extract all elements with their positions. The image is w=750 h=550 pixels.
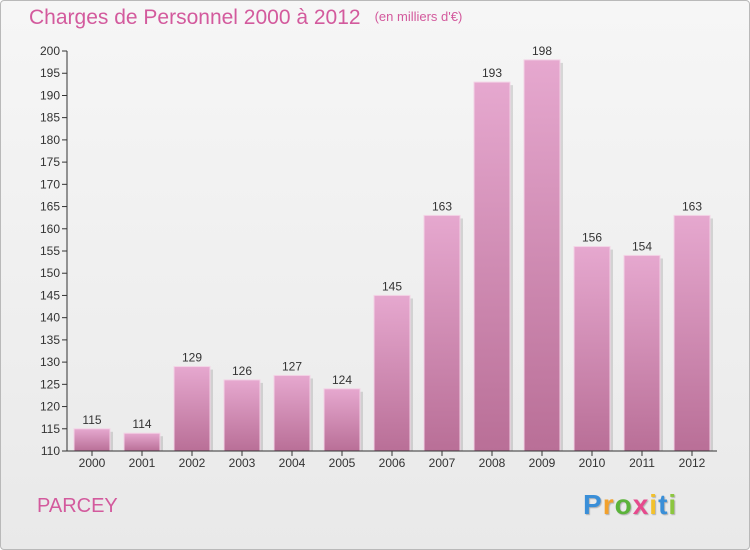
x-tick-label-2004: 2004: [279, 456, 306, 470]
data-label-2005: 124: [332, 373, 352, 387]
y-tick-label-170: 170: [40, 177, 60, 191]
x-tick-label-2003: 2003: [229, 456, 256, 470]
bar-2005: [323, 388, 361, 452]
x-tick-label-2002: 2002: [179, 456, 206, 470]
data-label-2009: 198: [532, 44, 552, 58]
y-tick-label-120: 120: [40, 400, 60, 414]
bar-2004: [273, 374, 311, 452]
location-label: PARCEY: [37, 495, 118, 517]
bar-2001: [123, 432, 161, 452]
y-tick-label-165: 165: [40, 200, 60, 214]
x-tick-label-2000: 2000: [79, 456, 106, 470]
y-tick-label-150: 150: [40, 266, 60, 280]
bar-2007: [423, 214, 461, 452]
logo-letter: i: [668, 489, 678, 520]
x-tick-label-2006: 2006: [379, 456, 406, 470]
logo-letter: t: [658, 489, 669, 520]
data-label-2006: 145: [382, 279, 402, 293]
bar-2012: [673, 214, 711, 452]
bar-2011: [623, 254, 661, 452]
logo-letter: o: [614, 489, 633, 520]
x-tick-label-2005: 2005: [329, 456, 356, 470]
y-tick-label-195: 195: [40, 66, 60, 80]
data-label-2010: 156: [582, 231, 602, 245]
data-label-2008: 193: [482, 66, 502, 80]
chart-title: Charges de Personnel 2000 à 2012 (en mill…: [29, 6, 462, 30]
y-tick-label-110: 110: [41, 444, 60, 458]
x-tick-label-2011: 2011: [629, 456, 655, 470]
x-tick-label-2009: 2009: [529, 456, 556, 470]
y-tick-label-130: 130: [40, 355, 60, 369]
y-tick-label-180: 180: [40, 133, 60, 147]
y-tick-label-160: 160: [40, 222, 60, 236]
chart-title-text: Charges de Personnel 2000 à 2012: [29, 6, 361, 29]
data-label-2012: 163: [682, 199, 702, 213]
logo-letter: r: [602, 489, 615, 520]
bar-2002: [173, 366, 211, 452]
y-tick-label-115: 115: [41, 422, 60, 436]
data-label-2000: 115: [82, 413, 101, 427]
y-tick-label-125: 125: [40, 377, 60, 391]
chart-unit-note: (en milliers d'€): [374, 9, 463, 24]
bar-2000: [73, 428, 111, 452]
x-tick-label-2008: 2008: [479, 456, 506, 470]
x-tick-label-2007: 2007: [429, 456, 456, 470]
data-label-2001: 114: [132, 417, 151, 431]
y-tick-label-145: 145: [40, 288, 60, 302]
y-tick-label-190: 190: [40, 88, 60, 102]
x-tick-label-2001: 2001: [129, 456, 156, 470]
bar-2008: [473, 81, 511, 452]
bar-2003: [223, 379, 261, 452]
data-label-2002: 129: [182, 351, 202, 365]
x-tick-label-2010: 2010: [579, 456, 606, 470]
data-label-2011: 154: [632, 239, 652, 253]
y-tick-label-185: 185: [40, 111, 60, 125]
y-tick-label-135: 135: [40, 333, 60, 347]
y-tick-label-155: 155: [40, 244, 60, 258]
proxiti-logo: Proxiti: [583, 489, 677, 521]
logo-letter: x: [632, 489, 650, 520]
x-tick-label-2012: 2012: [679, 456, 706, 470]
data-label-2004: 127: [282, 359, 302, 373]
bar-2009: [523, 59, 561, 452]
axes-group: 2000 2001 2002 2003 2004 2005 2006 2007 2008 2009…: [40, 44, 717, 470]
y-tick-label-200: 200: [40, 44, 60, 58]
y-tick-label-175: 175: [40, 155, 60, 169]
logo-letter: P: [583, 489, 603, 520]
y-tick-label-140: 140: [40, 311, 60, 325]
logo-letter: i: [649, 489, 659, 520]
bars-group: 115 114 129 126 127 124 145 163 193 198 156 154 163: [73, 44, 713, 452]
data-label-2007: 163: [432, 199, 452, 213]
data-label-2003: 126: [232, 364, 252, 378]
bar-2006: [373, 294, 411, 452]
bar-2010: [573, 246, 611, 452]
